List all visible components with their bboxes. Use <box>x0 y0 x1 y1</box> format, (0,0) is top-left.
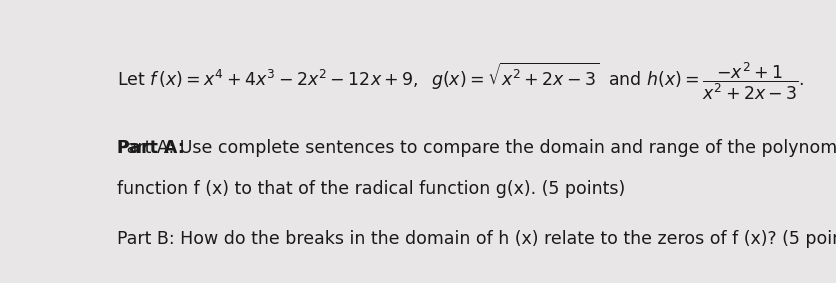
Text: Let $f\,(x) = x^4 + 4x^3 - 2x^2 - 12x + 9,\;\; g(x) = \sqrt{x^2 + 2x - 3}\;$ and: Let $f\,(x) = x^4 + 4x^3 - 2x^2 - 12x + … <box>117 60 805 102</box>
Text: Part A:: Part A: <box>117 139 186 156</box>
Text: Part A: Use complete sentences to compare the domain and range of the polynomial: Part A: Use complete sentences to compar… <box>117 139 836 156</box>
Text: function f (x) to that of the radical function g(x). (5 points): function f (x) to that of the radical fu… <box>117 180 625 198</box>
Text: Part B: How do the breaks in the domain of h (x) relate to the zeros of f (x)? (: Part B: How do the breaks in the domain … <box>117 230 836 248</box>
